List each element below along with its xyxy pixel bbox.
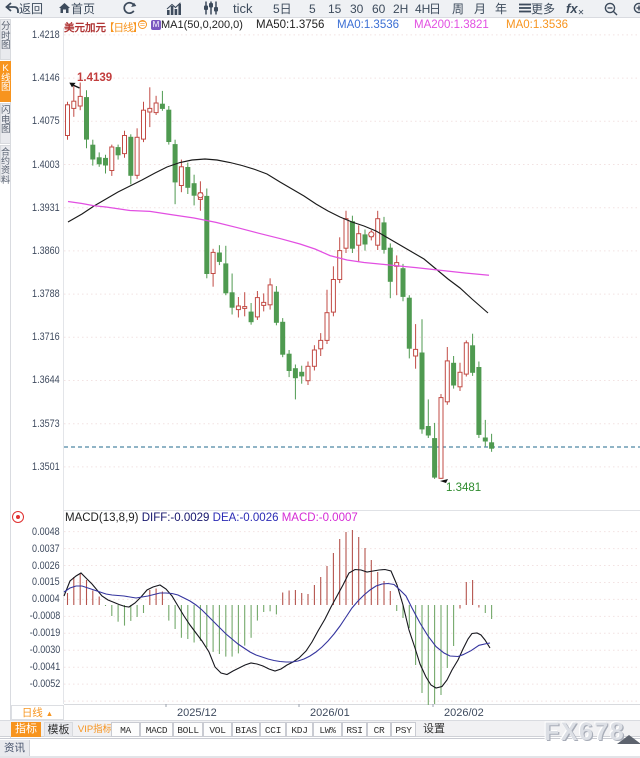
svg-text:1.4139: 1.4139 (77, 72, 112, 84)
svg-text:1.3481: 1.3481 (446, 482, 481, 494)
